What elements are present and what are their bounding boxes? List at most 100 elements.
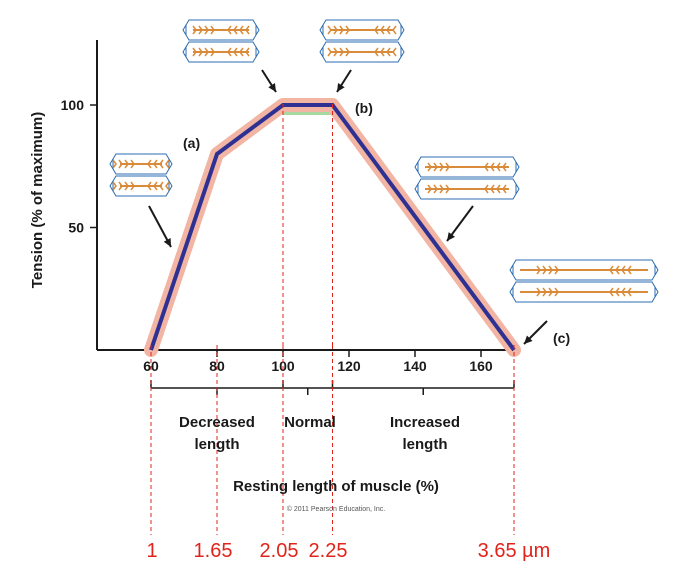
micrometer-markers xyxy=(150,104,515,535)
myosin-head xyxy=(615,265,620,275)
sarcomere-box xyxy=(509,281,659,303)
myosin-head xyxy=(502,162,507,172)
myosin-head xyxy=(130,181,135,191)
um-label-365: 3.65 µm xyxy=(478,540,551,562)
myosin-head xyxy=(490,184,495,194)
myosin-head xyxy=(345,47,350,57)
myosin-head xyxy=(627,265,632,275)
myosin-head xyxy=(159,181,164,191)
range-label-normal: Normal xyxy=(284,414,336,431)
copyright-text: © 2011 Pearson Education, Inc. xyxy=(287,505,385,513)
myosin-head xyxy=(327,25,332,35)
myosin-head xyxy=(445,162,450,172)
myosin-head xyxy=(502,184,507,194)
myosin-head xyxy=(490,162,495,172)
myosin-head xyxy=(245,47,250,57)
myosin-head xyxy=(333,25,338,35)
myosin-head xyxy=(327,47,332,57)
sarcomere-c xyxy=(509,259,659,303)
myosin-head xyxy=(439,184,444,194)
x-axis-label: Resting length of muscle (%) xyxy=(233,478,439,495)
sarcomere-top-left xyxy=(182,19,260,63)
myosin-head xyxy=(433,184,438,194)
range-label-increased-2: length xyxy=(403,436,448,453)
um-label-205: 2.05 xyxy=(260,540,299,562)
y-axis-label: Tension (% of maximum) xyxy=(29,112,46,288)
sarcomere-box xyxy=(509,259,659,281)
myosin-head xyxy=(439,162,444,172)
myosin-head xyxy=(239,25,244,35)
sarcomere-box xyxy=(414,178,520,200)
sarcomere-box xyxy=(109,153,173,175)
myosin-head xyxy=(245,25,250,35)
sarcomere-box xyxy=(319,41,405,63)
myosin-head xyxy=(339,25,344,35)
myosin-head xyxy=(233,25,238,35)
myosin-head xyxy=(380,25,385,35)
myosin-head xyxy=(392,47,397,57)
myosin-head xyxy=(536,265,541,275)
myosin-head xyxy=(118,159,123,169)
myosin-head xyxy=(227,25,232,35)
point-label-b: (b) xyxy=(355,100,373,116)
sarcomere-box xyxy=(319,19,405,41)
myosin-head xyxy=(112,181,117,191)
sarcomere-increased xyxy=(414,156,520,200)
myosin-head xyxy=(192,47,197,57)
myosin-head xyxy=(554,265,559,275)
um-label-225: 2.25 xyxy=(309,540,348,562)
myosin-head xyxy=(621,265,626,275)
myosin-head xyxy=(124,181,129,191)
sarcomere-box xyxy=(182,41,260,63)
y-tick-label-100: 100 xyxy=(61,97,85,113)
um-label-165: 1.65 xyxy=(194,540,233,562)
myosin-head xyxy=(542,265,547,275)
myosin-head xyxy=(609,287,614,297)
um-label-1: 1 xyxy=(146,540,157,562)
myosin-head xyxy=(153,181,158,191)
myosin-head xyxy=(427,162,432,172)
myosin-head xyxy=(112,159,117,169)
myosin-head xyxy=(392,25,397,35)
myosin-head xyxy=(124,159,129,169)
myosin-head xyxy=(204,47,209,57)
x-tick-label-160: 160 xyxy=(469,358,493,374)
myosin-head xyxy=(427,184,432,194)
myosin-head xyxy=(496,162,501,172)
myosin-head xyxy=(118,181,123,191)
myosin-head xyxy=(433,162,438,172)
range-label-decreased: Decreased xyxy=(179,414,255,431)
myosin-head xyxy=(548,287,553,297)
myosin-head xyxy=(153,159,158,169)
myosin-head xyxy=(198,47,203,57)
myosin-head xyxy=(192,25,197,35)
sarcomere-box xyxy=(414,156,520,178)
arrow-c-head xyxy=(524,335,533,344)
arrow-a-head xyxy=(163,238,171,247)
myosin-head xyxy=(233,47,238,57)
arrow-top-right-head xyxy=(337,83,345,92)
arrow-increased-head xyxy=(447,232,455,241)
myosin-head xyxy=(386,47,391,57)
x-tick-label-140: 140 xyxy=(403,358,427,374)
myosin-head xyxy=(554,287,559,297)
point-label-a: (a) xyxy=(183,135,200,151)
myosin-head xyxy=(204,25,209,35)
myosin-head xyxy=(227,47,232,57)
myosin-head xyxy=(210,25,215,35)
myosin-head xyxy=(484,184,489,194)
myosin-head xyxy=(615,287,620,297)
x-tick-label-120: 120 xyxy=(337,358,361,374)
myosin-head xyxy=(159,159,164,169)
myosin-head xyxy=(484,162,489,172)
myosin-head xyxy=(198,25,203,35)
myosin-head xyxy=(627,287,632,297)
myosin-head xyxy=(147,181,152,191)
myosin-head xyxy=(374,25,379,35)
myosin-head xyxy=(445,184,450,194)
range-label-increased: Increased xyxy=(390,414,460,431)
myosin-head xyxy=(239,47,244,57)
sarcomere-diagrams xyxy=(109,19,659,303)
